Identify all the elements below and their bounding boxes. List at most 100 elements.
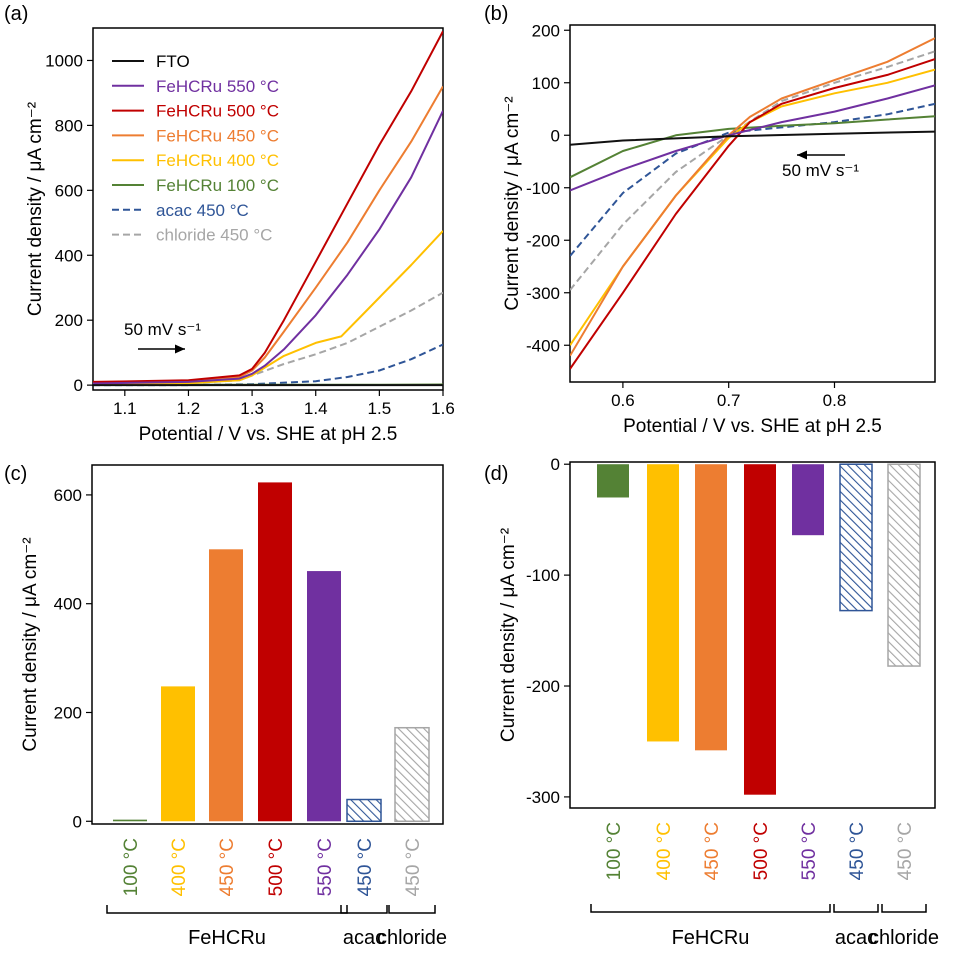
y-tick-label: 200 xyxy=(532,21,560,40)
category-label: 500 °C xyxy=(751,822,772,880)
panel-label-c: (c) xyxy=(4,463,27,485)
y-tick-label: 400 xyxy=(55,246,83,265)
y-tick-label: 600 xyxy=(54,486,82,505)
category-label: 100 °C xyxy=(604,822,625,880)
series-line xyxy=(570,68,935,346)
y-tick-label: -200 xyxy=(526,677,560,696)
plot-frame xyxy=(91,464,444,825)
x-tick-label: 0.8 xyxy=(823,391,847,410)
bar xyxy=(113,819,147,822)
panel-label-a: (a) xyxy=(4,3,28,25)
bar xyxy=(887,463,921,667)
y-tick-label: 1000 xyxy=(45,51,83,70)
y-tick-label: 0 xyxy=(551,126,560,145)
category-label: 450 °C xyxy=(702,822,723,880)
x-axis-title: Potential / V vs. SHE at pH 2.5 xyxy=(623,416,882,437)
category-label: 450 °C xyxy=(895,822,916,880)
legend-entry: FeHCRu 450 °C xyxy=(156,126,279,145)
x-tick-label: 1.3 xyxy=(240,399,264,418)
panel-label-d: (d) xyxy=(484,463,508,485)
legend-entry: FeHCRu 500 °C xyxy=(156,102,279,121)
y-tick-label: -400 xyxy=(526,336,560,355)
scan-rate-annotation: 50 mV s⁻¹ xyxy=(124,320,201,339)
bar xyxy=(597,464,629,498)
y-tick-label: 800 xyxy=(55,116,83,135)
bar xyxy=(307,571,341,822)
plot-frame xyxy=(569,24,936,383)
y-axis-title: Current density / μA cm⁻² xyxy=(498,528,519,742)
legend-entry: FeHCRu 550 °C xyxy=(156,77,279,96)
legend-entry: chloride 450 °C xyxy=(156,226,272,245)
y-tick-label: 200 xyxy=(55,311,83,330)
series-group xyxy=(570,37,935,370)
x-tick-label: 0.6 xyxy=(611,391,635,410)
panel-a-line-chart: 1.1 1.2 1.3 1.4 1.5 1.6 0 200 400 600 800 1000 Poten… xyxy=(25,27,455,445)
group-bracket xyxy=(590,904,831,913)
y-tick-label: -300 xyxy=(526,284,560,303)
panel-b-line-chart: 0.6 0.7 0.8 -400 -300 -200 -100 0 100 200 Potentia… xyxy=(502,21,936,437)
panel-c-bar-chart: 0 200 400 600 Current density / μA cm⁻² 100 °… xyxy=(20,464,447,949)
series-group xyxy=(93,30,443,387)
x-tick-label: 1.4 xyxy=(304,399,328,418)
scan-arrow-head xyxy=(797,150,807,160)
bar xyxy=(394,726,430,823)
group-label: chloride xyxy=(377,927,447,949)
series-line xyxy=(570,102,935,257)
group-bracket xyxy=(106,905,348,914)
plot-frame xyxy=(569,461,936,809)
category-label: 450 °C xyxy=(403,838,424,896)
y-tick-label: -100 xyxy=(526,566,560,585)
legend-entry: FeHCRu 400 °C xyxy=(156,151,279,170)
category-label: 400 °C xyxy=(169,838,190,896)
series-line xyxy=(570,58,935,370)
series-line xyxy=(93,110,443,385)
y-axis-title: Current density / μA cm⁻² xyxy=(25,102,46,316)
series-line xyxy=(93,230,443,386)
panel-label-b: (b) xyxy=(484,3,508,25)
bar xyxy=(695,464,727,751)
group-bracket xyxy=(340,905,388,914)
bar xyxy=(346,798,382,823)
legend-entry: FeHCRu 100 °C xyxy=(156,176,279,195)
category-label: 450 °C xyxy=(847,822,868,880)
y-tick-label: 600 xyxy=(55,181,83,200)
category-label: 550 °C xyxy=(799,822,820,880)
group-label: FeHCRu xyxy=(672,927,750,949)
x-tick-label: 1.6 xyxy=(431,399,455,418)
series-line xyxy=(93,30,443,383)
series-line xyxy=(93,85,443,385)
x-tick-label: 1.2 xyxy=(177,399,201,418)
series-line xyxy=(570,37,935,357)
category-label: 450 °C xyxy=(355,838,376,896)
x-axis-title: Potential / V vs. SHE at pH 2.5 xyxy=(139,424,398,445)
y-tick-label: -200 xyxy=(526,231,560,250)
group-bracket xyxy=(388,905,436,914)
series-line xyxy=(570,50,935,291)
x-tick-label: 1.5 xyxy=(368,399,392,418)
group-label: acac xyxy=(343,927,385,949)
series-line xyxy=(93,291,443,386)
x-tick-label: 1.1 xyxy=(113,399,137,418)
group-bracket xyxy=(881,904,927,913)
category-label: 400 °C xyxy=(654,822,675,880)
y-tick-label: 200 xyxy=(54,703,82,722)
bar xyxy=(161,686,195,822)
y-tick-label: 0 xyxy=(74,376,83,395)
y-axis-title: Current density / μA cm⁻² xyxy=(20,537,41,751)
bar xyxy=(647,464,679,742)
bar xyxy=(258,482,292,822)
category-label: 100 °C xyxy=(121,838,142,896)
y-axis-title: Current density / μA cm⁻² xyxy=(502,96,523,310)
scan-rate-annotation: 50 mV s⁻¹ xyxy=(782,161,859,180)
group-bracket xyxy=(833,904,879,913)
panel-d-bar-chart: 0 -100 -200 -300 Current density / μA cm⁻² 10… xyxy=(498,455,939,949)
y-tick-label: 100 xyxy=(532,74,560,93)
legend-entry: FTO xyxy=(156,52,190,71)
group-label: acac xyxy=(835,927,877,949)
bar xyxy=(839,463,873,612)
legend-entry: acac 450 °C xyxy=(156,201,249,220)
x-tick-label: 0.7 xyxy=(717,391,741,410)
y-tick-label: -100 xyxy=(526,179,560,198)
series-line xyxy=(570,84,935,192)
